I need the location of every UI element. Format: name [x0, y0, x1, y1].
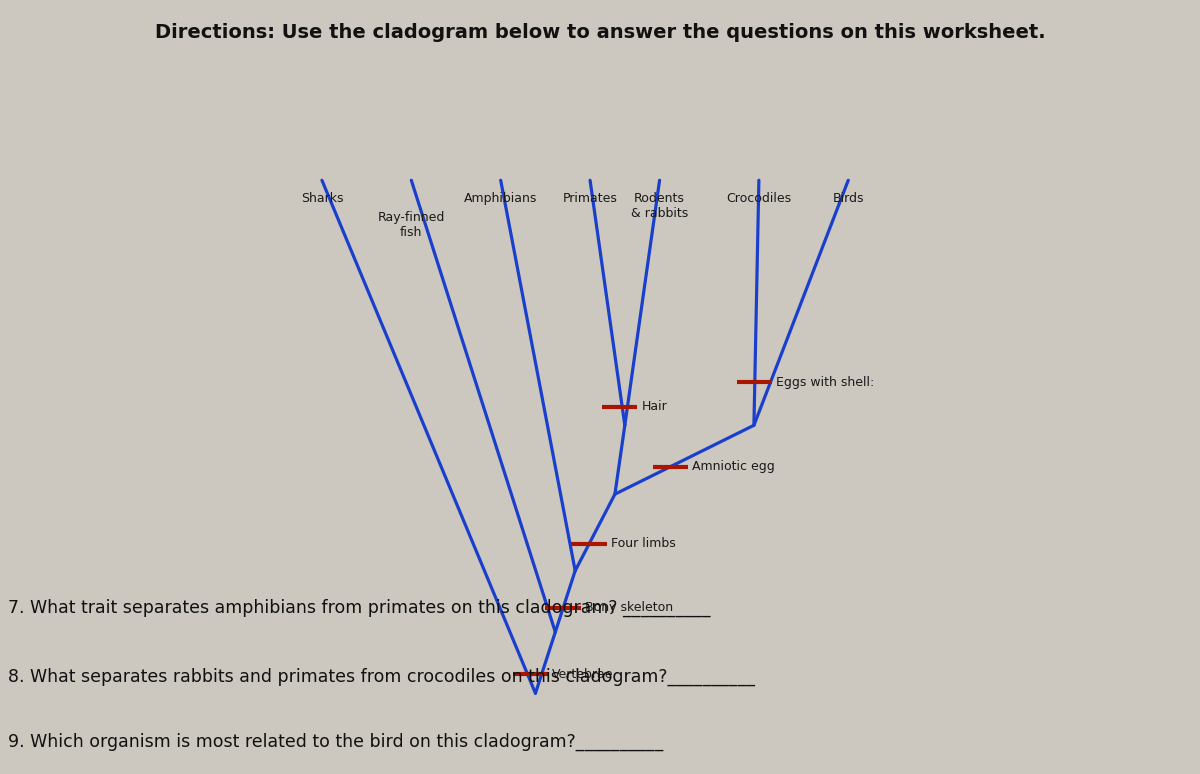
Text: 7. What trait separates amphibians from primates on this cladogram? __________: 7. What trait separates amphibians from … — [8, 598, 710, 617]
Text: 8. What separates rabbits and primates from crocodiles on this cladogram?_______: 8. What separates rabbits and primates f… — [8, 667, 755, 686]
Text: Four limbs: Four limbs — [611, 537, 676, 550]
Text: Sharks: Sharks — [301, 192, 343, 205]
Text: Amphibians: Amphibians — [464, 192, 538, 205]
Text: Eggs with shell:: Eggs with shell: — [776, 376, 875, 389]
Text: Hair: Hair — [642, 400, 667, 413]
Text: Vertebrae: Vertebrae — [552, 668, 614, 680]
Text: Rodents
& rabbits: Rodents & rabbits — [631, 192, 689, 220]
Text: Primates: Primates — [563, 192, 618, 205]
Text: Amniotic egg: Amniotic egg — [692, 460, 775, 473]
Text: Bony skeleton: Bony skeleton — [586, 601, 673, 614]
Text: Ray-finned
fish: Ray-finned fish — [378, 211, 445, 239]
Text: Birds: Birds — [833, 192, 864, 205]
Text: Directions: Use the cladogram below to answer the questions on this worksheet.: Directions: Use the cladogram below to a… — [155, 23, 1045, 43]
Text: Crocodiles: Crocodiles — [726, 192, 792, 205]
Text: 9. Which organism is most related to the bird on this cladogram?__________: 9. Which organism is most related to the… — [8, 732, 664, 751]
